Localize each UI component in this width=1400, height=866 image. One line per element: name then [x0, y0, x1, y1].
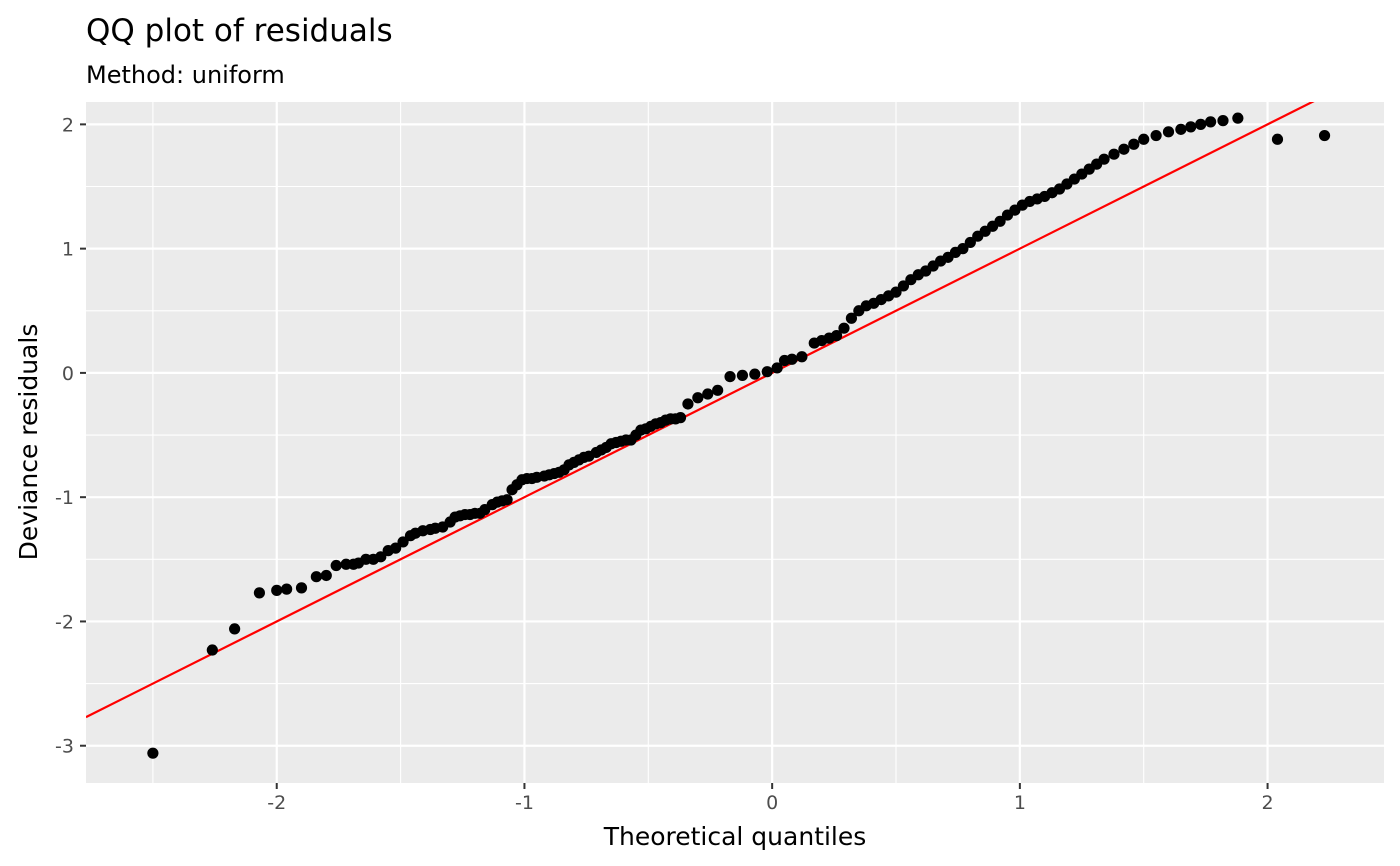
- x-axis: -2 -1 0 1 2: [267, 783, 1274, 814]
- data-point: [1150, 129, 1162, 142]
- data-point: [310, 571, 322, 583]
- x-tick-label: -1: [515, 792, 534, 814]
- data-point: [397, 536, 409, 548]
- data-point: [1118, 143, 1130, 155]
- data-point: [206, 644, 218, 656]
- data-point: [375, 551, 387, 563]
- data-point: [682, 398, 694, 410]
- data-point: [1217, 115, 1229, 127]
- data-point: [1098, 153, 1110, 165]
- data-point: [1162, 126, 1175, 138]
- data-point: [1232, 112, 1244, 124]
- data-point: [295, 582, 308, 594]
- data-point: [724, 371, 736, 383]
- y-tick-label: -2: [55, 611, 74, 633]
- data-point: [253, 587, 265, 599]
- data-point: [1175, 123, 1187, 135]
- chart-title: QQ plot of residuals: [86, 13, 393, 49]
- data-point: [1138, 133, 1150, 145]
- data-point: [229, 623, 241, 635]
- data-point: [330, 559, 342, 572]
- plot-panel: [86, 102, 1384, 783]
- y-tick-label: 1: [62, 239, 74, 261]
- y-axis: -3 -2 -1 0 1 2: [55, 114, 86, 758]
- data-point: [1108, 148, 1120, 160]
- x-tick-label: 2: [1262, 792, 1274, 814]
- data-point: [702, 388, 714, 400]
- data-point: [501, 494, 513, 506]
- x-tick-label: -2: [267, 792, 286, 814]
- data-point: [1271, 133, 1284, 145]
- data-point: [1185, 121, 1197, 133]
- y-axis-label: Deviance residuals: [14, 324, 43, 561]
- data-point: [281, 583, 293, 595]
- x-tick-label: 1: [1014, 792, 1026, 814]
- data-point: [1318, 129, 1331, 142]
- x-tick-label: 0: [766, 792, 778, 814]
- data-point: [786, 353, 798, 365]
- x-axis-label: Theoretical quantiles: [603, 822, 867, 851]
- minor-gridlines: [86, 102, 1384, 783]
- data-point: [845, 312, 858, 324]
- chart-subtitle: Method: uniform: [86, 61, 285, 89]
- data-point: [749, 368, 761, 380]
- data-point: [897, 280, 910, 292]
- data-point: [271, 584, 283, 596]
- data-point: [736, 369, 749, 381]
- major-gridlines: [86, 102, 1384, 783]
- data-point: [838, 322, 850, 334]
- data-point: [1128, 138, 1140, 150]
- data-point: [147, 747, 159, 759]
- y-tick-label: -1: [55, 487, 74, 509]
- data-point: [964, 236, 976, 249]
- data-points: [147, 112, 1331, 759]
- data-point: [796, 351, 808, 363]
- y-tick-label: 2: [62, 114, 74, 136]
- data-point: [692, 392, 704, 404]
- data-point: [1205, 116, 1217, 128]
- data-point: [674, 412, 687, 424]
- data-point: [712, 384, 724, 396]
- y-tick-label: 0: [62, 363, 74, 385]
- reference-line: [86, 102, 1315, 719]
- y-tick-label: -3: [55, 736, 74, 758]
- data-point: [1195, 118, 1207, 130]
- data-point: [994, 215, 1006, 227]
- data-point: [830, 330, 843, 342]
- data-point: [771, 362, 783, 374]
- data-point: [890, 286, 902, 298]
- data-point: [320, 569, 332, 582]
- data-point: [957, 243, 969, 255]
- data-point: [761, 366, 773, 378]
- data-point: [390, 542, 402, 554]
